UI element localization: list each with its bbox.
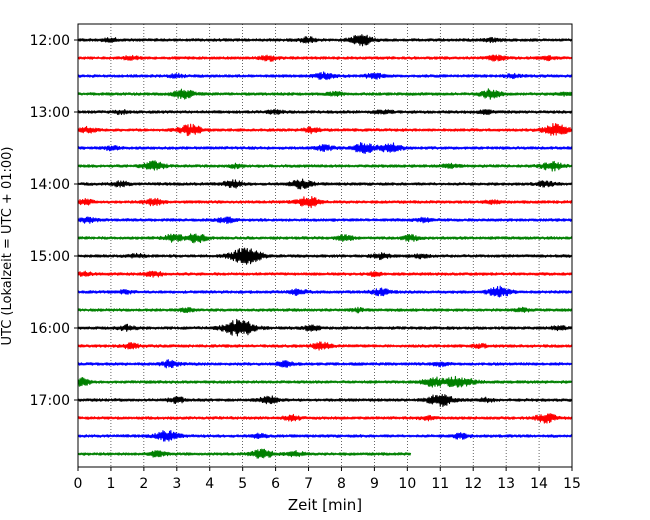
trace-1300 bbox=[77, 108, 573, 116]
trace-1715 bbox=[77, 413, 573, 424]
trace-1700 bbox=[77, 394, 573, 408]
trace-1615 bbox=[77, 341, 573, 351]
trace-1545 bbox=[77, 306, 573, 314]
x-tick-label: 1 bbox=[106, 476, 115, 492]
y-tick-label: 12:00 bbox=[30, 33, 70, 49]
y-tick-label: 16:00 bbox=[30, 321, 70, 337]
trace-1530 bbox=[77, 285, 573, 298]
trace-1400 bbox=[77, 178, 573, 190]
x-tick-label: 3 bbox=[172, 476, 181, 492]
trace-1430 bbox=[77, 216, 573, 225]
trace-1315 bbox=[77, 123, 573, 137]
trace-1515 bbox=[77, 270, 573, 278]
x-axis-ticks: 0 1 2 3 4 5 6 7 8 9 10 11 12 13 14 15 bbox=[74, 467, 581, 492]
x-axis-label: Zeit [min] bbox=[288, 496, 362, 514]
trace-1500 bbox=[77, 247, 573, 265]
x-tick-label: 11 bbox=[431, 476, 449, 492]
x-tick-label: 7 bbox=[304, 476, 313, 492]
trace-1330 bbox=[77, 142, 573, 155]
trace-1345 bbox=[77, 160, 573, 172]
y-tick-label: 14:00 bbox=[30, 177, 70, 193]
x-tick-label: 6 bbox=[271, 476, 280, 492]
x-tick-label: 15 bbox=[563, 476, 581, 492]
y-axis-label: UTC (Lokalzeit = UTC + 01:00) bbox=[0, 147, 15, 346]
trace-1245 bbox=[77, 88, 573, 100]
trace-1645 bbox=[77, 375, 573, 388]
x-tick-label: 2 bbox=[139, 476, 148, 492]
x-tick-label: 0 bbox=[74, 476, 83, 492]
trace-1630 bbox=[77, 359, 573, 369]
trace-1415 bbox=[77, 196, 573, 209]
y-axis-ticks: 12:00 13:00 14:00 15:00 16:00 17:00 bbox=[30, 33, 78, 409]
x-tick-label: 8 bbox=[337, 476, 346, 492]
seismic-traces bbox=[77, 34, 573, 459]
trace-1745 bbox=[77, 448, 412, 459]
y-tick-label: 17:00 bbox=[30, 393, 70, 409]
x-tick-label: 14 bbox=[530, 476, 548, 492]
trace-1200 bbox=[77, 34, 573, 47]
x-tick-label: 13 bbox=[497, 476, 515, 492]
trace-1230 bbox=[77, 71, 573, 81]
y-tick-label: 13:00 bbox=[30, 105, 70, 121]
grid-lines bbox=[110, 24, 540, 467]
x-tick-label: 12 bbox=[464, 476, 482, 492]
trace-1445 bbox=[77, 233, 573, 244]
x-tick-label: 9 bbox=[370, 476, 379, 492]
x-tick-label: 10 bbox=[398, 476, 416, 492]
x-tick-label: 5 bbox=[238, 476, 247, 492]
x-tick-label: 4 bbox=[205, 476, 214, 492]
trace-1215 bbox=[77, 54, 573, 62]
plot-frame bbox=[77, 23, 573, 468]
trace-1730 bbox=[77, 430, 573, 442]
trace-1600 bbox=[77, 318, 573, 337]
y-tick-label: 15:00 bbox=[30, 249, 70, 265]
